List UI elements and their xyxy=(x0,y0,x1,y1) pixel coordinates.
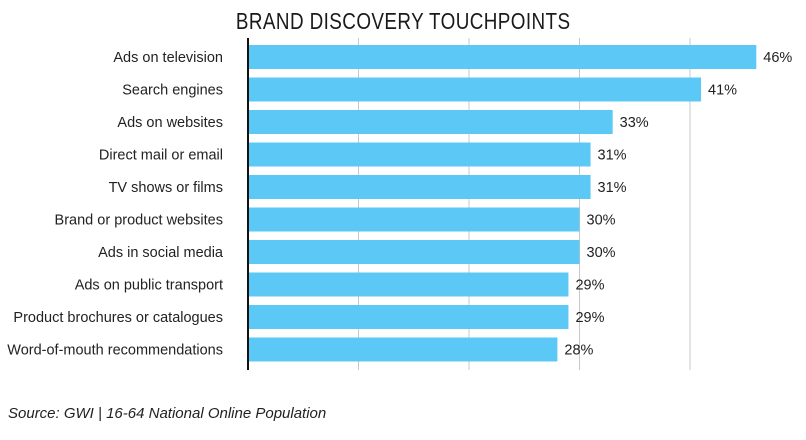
source-note: Source: GWI | 16-64 National Online Popu… xyxy=(8,405,327,422)
value-label: 31% xyxy=(598,148,627,164)
category-label: Product brochures or catalogues xyxy=(13,310,223,326)
value-label: 29% xyxy=(575,278,604,294)
category-label: Ads on public transport xyxy=(75,278,223,294)
chart-title: BRAND DISCOVERY TOUCHPOINTS xyxy=(235,8,571,34)
bar xyxy=(248,142,591,167)
value-label: 30% xyxy=(587,245,616,261)
bar xyxy=(248,240,580,264)
value-labels: 46% 41% 33% 31% 31% 30% 30% 29% 29% 28% xyxy=(564,50,792,359)
value-label: 46% xyxy=(763,50,792,66)
category-labels: Ads on television Search engines Ads on we… xyxy=(7,50,224,359)
bars xyxy=(248,45,757,362)
bar xyxy=(248,337,558,362)
category-label: Ads on television xyxy=(113,50,223,66)
bar xyxy=(248,175,591,199)
category-label: Ads on websites xyxy=(117,115,223,131)
category-label: Word-of-mouth recommendations xyxy=(7,343,223,359)
bar xyxy=(248,272,569,297)
value-label: 31% xyxy=(598,180,627,196)
category-label: TV shows or films xyxy=(109,180,223,196)
category-label: Brand or product websites xyxy=(55,213,223,229)
value-label: 29% xyxy=(575,310,604,326)
bar xyxy=(248,110,613,134)
bar xyxy=(248,207,580,232)
category-label: Search engines xyxy=(122,83,223,99)
category-label: Direct mail or email xyxy=(99,148,223,164)
value-label: 33% xyxy=(620,115,649,131)
bar xyxy=(248,305,569,329)
bar xyxy=(248,45,757,69)
value-label: 28% xyxy=(564,343,593,359)
value-label: 41% xyxy=(708,83,737,99)
bar xyxy=(248,77,702,102)
value-label: 30% xyxy=(587,213,616,229)
category-label: Ads in social media xyxy=(98,245,224,261)
